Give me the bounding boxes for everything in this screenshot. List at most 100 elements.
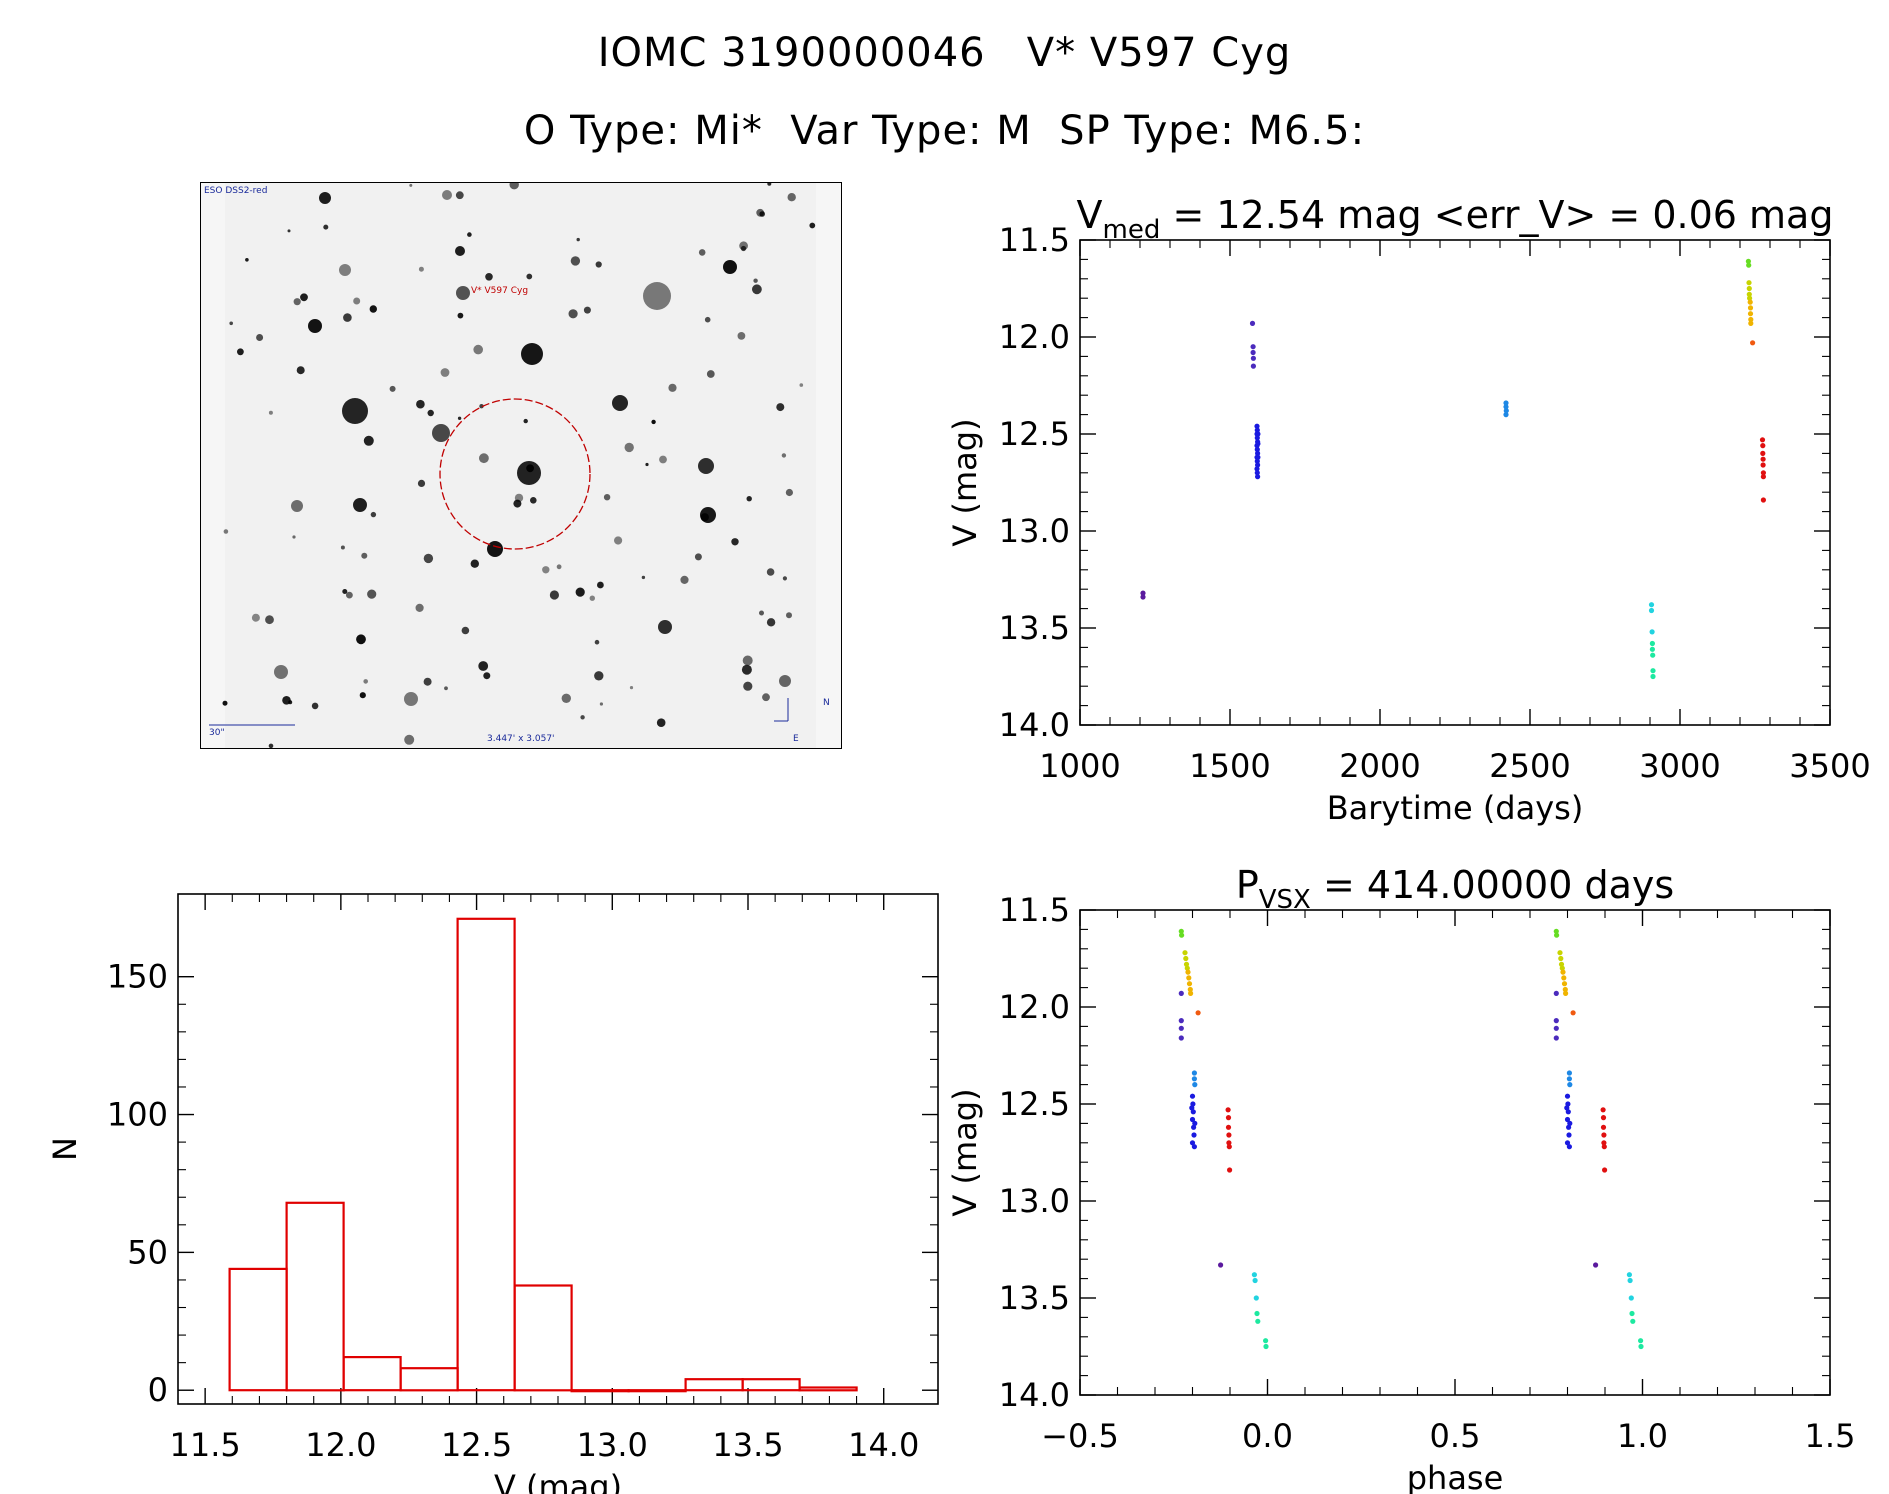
phased-point bbox=[1554, 932, 1560, 938]
star-4 bbox=[517, 461, 541, 485]
histogram-bar bbox=[627, 1389, 687, 1393]
star-76 bbox=[651, 419, 656, 425]
lightcurve-point bbox=[1254, 427, 1260, 433]
phased-point bbox=[1191, 1144, 1197, 1150]
lightcurve-ytick-label: 12.0 bbox=[999, 318, 1070, 356]
star-72 bbox=[367, 589, 377, 599]
phased-point bbox=[1601, 1140, 1607, 1146]
lightcurve-point bbox=[1254, 458, 1260, 464]
lightcurve-point bbox=[1748, 316, 1754, 323]
target-circle bbox=[439, 398, 591, 550]
lightcurve-point bbox=[1255, 474, 1261, 480]
star-77 bbox=[404, 734, 415, 745]
phased-ytick-label: 13.0 bbox=[999, 1182, 1070, 1220]
lightcurve-point bbox=[1648, 602, 1655, 608]
phased-point bbox=[1553, 928, 1559, 934]
star-66 bbox=[251, 613, 260, 622]
lightcurve-point bbox=[1747, 311, 1754, 317]
star-101 bbox=[293, 298, 301, 306]
star-28 bbox=[624, 442, 634, 453]
phased-point bbox=[1192, 1082, 1198, 1088]
star-74 bbox=[746, 496, 752, 502]
lightcurve-point bbox=[1249, 320, 1256, 326]
star-37 bbox=[523, 418, 528, 424]
phased-point bbox=[1558, 961, 1565, 967]
phased-point bbox=[1567, 1082, 1573, 1088]
phased-point bbox=[1602, 1167, 1608, 1173]
lightcurve-frame bbox=[1079, 239, 1831, 726]
star-111 bbox=[513, 499, 522, 508]
star-116 bbox=[423, 677, 432, 686]
star-100 bbox=[311, 702, 319, 710]
lightcurve-point bbox=[1140, 590, 1146, 596]
star-84 bbox=[668, 383, 677, 392]
phased-ytick-label: 12.0 bbox=[999, 988, 1070, 1026]
phased-frame bbox=[1079, 909, 1831, 1396]
star-7 bbox=[612, 395, 628, 411]
phased-point bbox=[1628, 1295, 1634, 1301]
phased-point bbox=[1191, 1076, 1197, 1082]
lightcurve-point bbox=[1747, 295, 1753, 301]
star-62 bbox=[599, 702, 603, 706]
star-35 bbox=[549, 590, 559, 600]
star-14 bbox=[404, 692, 418, 706]
phased-title: PVSX = 414.00000 days bbox=[1236, 863, 1674, 915]
phased-point bbox=[1566, 1070, 1572, 1076]
star-36 bbox=[256, 334, 264, 341]
star-41 bbox=[389, 385, 396, 392]
histogram-bar bbox=[684, 1378, 744, 1392]
star-23 bbox=[346, 591, 353, 599]
phased-point bbox=[1188, 990, 1194, 996]
figure-subtitle: O Type: Mi* Var Type: M SP Type: M6.5: bbox=[523, 108, 1366, 154]
star-13 bbox=[274, 665, 288, 679]
star-50 bbox=[268, 410, 273, 415]
star-5 bbox=[456, 286, 470, 300]
phased-point bbox=[1566, 1124, 1572, 1130]
histogram-xtick-label: 12.0 bbox=[305, 1426, 376, 1464]
star-11 bbox=[291, 500, 303, 512]
phased-point bbox=[1252, 1277, 1258, 1284]
star-45 bbox=[526, 464, 534, 473]
lightcurve-xlabel: Barytime (days) bbox=[1327, 789, 1584, 827]
phased-point bbox=[1184, 965, 1190, 971]
star-70 bbox=[741, 664, 752, 675]
star-118 bbox=[343, 313, 352, 322]
phased-point bbox=[1560, 969, 1566, 975]
star-83 bbox=[530, 497, 537, 504]
phased-point bbox=[1570, 1010, 1576, 1016]
lightcurve-point bbox=[1250, 349, 1256, 356]
star-82 bbox=[485, 273, 493, 281]
star-55 bbox=[759, 610, 764, 616]
phased-point bbox=[1189, 1105, 1195, 1111]
star-96 bbox=[363, 435, 374, 446]
star-69 bbox=[629, 686, 634, 690]
phased-point bbox=[1191, 1070, 1197, 1076]
star-130 bbox=[782, 576, 788, 581]
star-42 bbox=[417, 479, 426, 487]
histogram-bar bbox=[513, 1284, 573, 1392]
star-3 bbox=[432, 424, 450, 442]
finder-survey-label: ESO DSS2-red bbox=[204, 186, 268, 196]
star-12 bbox=[658, 620, 672, 634]
phased-point bbox=[1178, 1018, 1184, 1024]
phased-point bbox=[1255, 1318, 1261, 1324]
star-140 bbox=[756, 208, 765, 217]
star-63 bbox=[752, 284, 762, 295]
phased-point bbox=[1178, 990, 1184, 996]
star-43 bbox=[359, 692, 366, 699]
lightcurve-point bbox=[1254, 435, 1260, 441]
star-29 bbox=[698, 249, 706, 256]
lightcurve-point bbox=[1255, 431, 1261, 437]
star-117 bbox=[656, 718, 666, 727]
lightcurve-point bbox=[1745, 258, 1751, 264]
phased-point bbox=[1601, 1132, 1607, 1138]
phased-point bbox=[1558, 955, 1564, 962]
star-26 bbox=[704, 316, 711, 323]
phased-ytick-label: 11.5 bbox=[999, 891, 1070, 929]
lightcurve-point bbox=[1760, 497, 1766, 503]
histogram-ytick-label: 100 bbox=[107, 1096, 168, 1134]
star-95 bbox=[300, 293, 308, 302]
lightcurve-point bbox=[1750, 340, 1756, 346]
star-94 bbox=[580, 715, 585, 720]
phased-point bbox=[1185, 969, 1191, 975]
